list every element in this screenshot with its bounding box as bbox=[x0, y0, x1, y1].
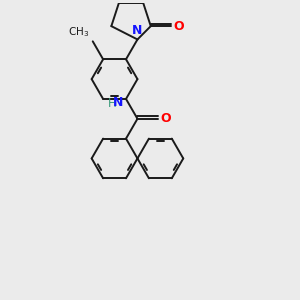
Text: O: O bbox=[160, 112, 171, 125]
Text: N: N bbox=[132, 24, 142, 37]
Text: O: O bbox=[174, 20, 184, 33]
Text: H: H bbox=[107, 97, 116, 110]
Text: CH$_3$: CH$_3$ bbox=[68, 26, 89, 39]
Text: N: N bbox=[113, 96, 123, 109]
